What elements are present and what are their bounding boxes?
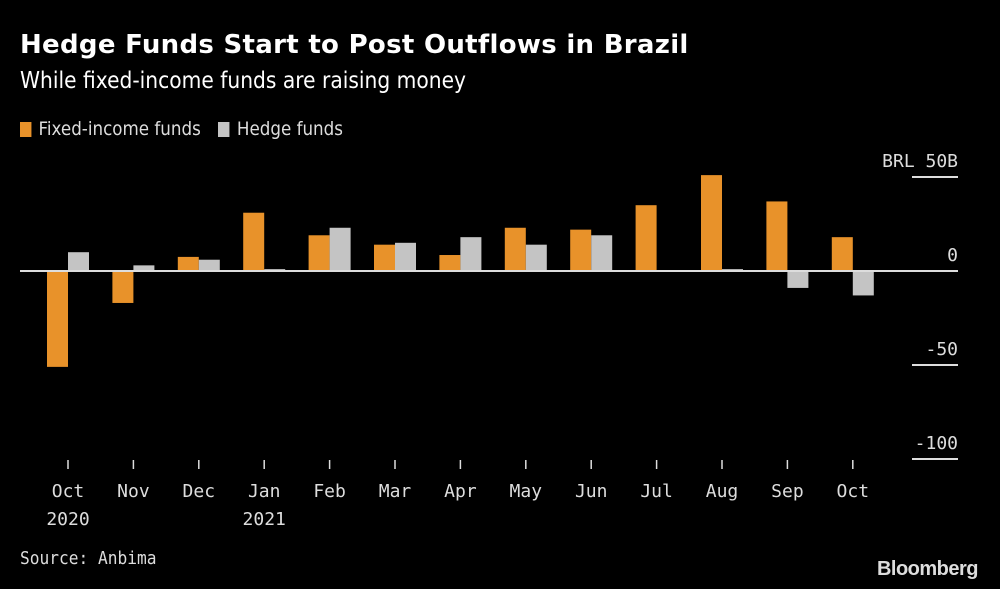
bar-hedge-funds bbox=[460, 237, 482, 271]
chart-title: Hedge Funds Start to Post Outflows in Br… bbox=[20, 30, 689, 60]
bar-fixed-income bbox=[374, 244, 395, 271]
chart-subtitle: While fixed-income funds are raising mon… bbox=[20, 68, 467, 94]
bar-hedge-funds bbox=[198, 259, 220, 271]
legend-swatch-hedge bbox=[218, 121, 230, 137]
x-tick-label: Jun bbox=[575, 481, 608, 502]
bar-fixed-income bbox=[766, 201, 788, 271]
bar-fixed-income bbox=[504, 227, 526, 271]
x-tick-label: Jul bbox=[640, 481, 673, 502]
bar-hedge-funds bbox=[591, 235, 613, 271]
x-tick-label: May bbox=[510, 481, 543, 502]
x-tick-label: Jan bbox=[248, 481, 281, 502]
x-tick-label: Feb bbox=[313, 481, 346, 502]
bar-fixed-income bbox=[47, 271, 68, 367]
bar-fixed-income bbox=[701, 175, 722, 271]
bar-fixed-income bbox=[243, 212, 265, 271]
bar-hedge-funds bbox=[852, 271, 874, 296]
y-tick-label: BRL 50B bbox=[882, 151, 958, 172]
legend-label-hedge: Hedge funds bbox=[236, 118, 343, 140]
x-tick-label: Mar bbox=[379, 481, 412, 502]
x-tick-label: Oct bbox=[52, 481, 85, 502]
bar-hedge-funds bbox=[787, 271, 809, 288]
bloomberg-logo: Bloomberg bbox=[876, 558, 979, 580]
x-tick-label: Oct bbox=[837, 481, 870, 502]
x-tick-label: Nov bbox=[117, 481, 150, 502]
y-tick-label: 0 bbox=[947, 245, 958, 266]
bar-fixed-income bbox=[177, 256, 199, 271]
x-tick-label: Sep bbox=[771, 481, 804, 502]
y-tick-label: -100 bbox=[915, 433, 958, 454]
x-year-label: 2021 bbox=[243, 509, 286, 530]
legend-swatch-fixed-income bbox=[20, 121, 32, 137]
bar-fixed-income bbox=[308, 235, 330, 271]
bar-fixed-income bbox=[831, 237, 853, 271]
x-tick-label: Apr bbox=[444, 481, 477, 502]
source-note: Source: Anbima bbox=[20, 548, 157, 569]
bar-hedge-funds bbox=[525, 244, 547, 271]
x-tick-label: Aug bbox=[706, 481, 739, 502]
bar-fixed-income bbox=[570, 229, 592, 271]
x-tick-label: Dec bbox=[183, 481, 216, 502]
legend: Fixed-income funds Hedge funds bbox=[20, 118, 361, 140]
bar-fixed-income bbox=[635, 205, 657, 271]
y-tick-label: -50 bbox=[925, 339, 958, 360]
bar-hedge-funds bbox=[133, 265, 155, 271]
bar-hedge-funds bbox=[329, 227, 351, 271]
bar-fixed-income bbox=[112, 271, 134, 303]
bar-hedge-funds bbox=[395, 242, 416, 271]
bar-hedge-funds bbox=[68, 252, 89, 271]
x-year-label: 2020 bbox=[46, 509, 89, 530]
legend-label-fixed-income: Fixed-income funds bbox=[38, 118, 201, 140]
bar-fixed-income bbox=[439, 255, 461, 271]
